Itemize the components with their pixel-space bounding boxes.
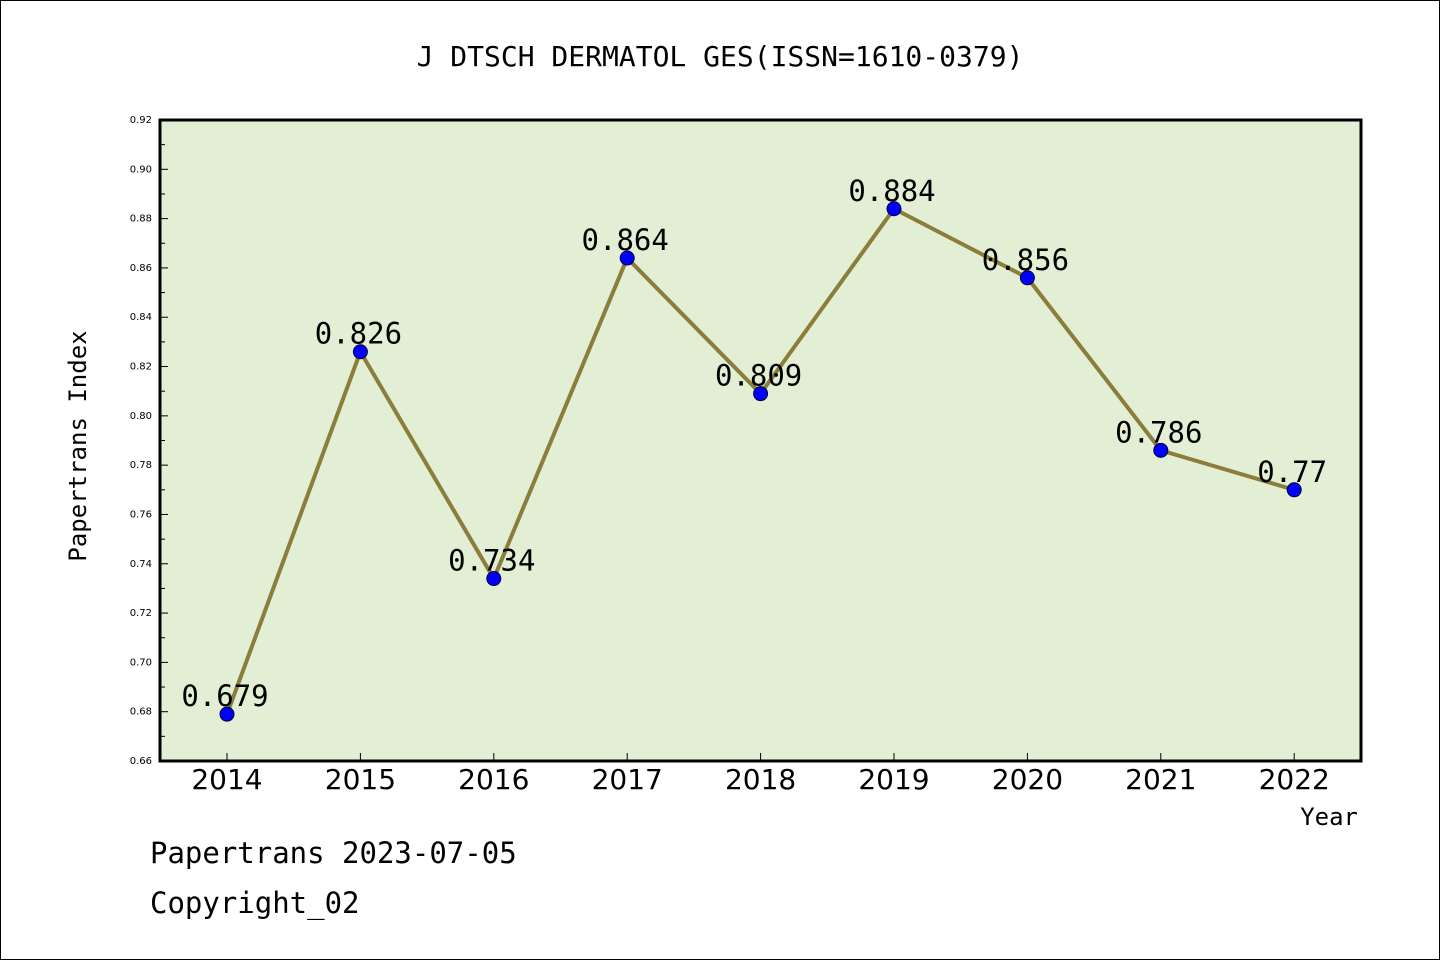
data-label: 0.809 — [715, 359, 802, 393]
data-label: 0.77 — [1257, 455, 1327, 489]
y-tick-label: 0.80 — [130, 411, 152, 422]
y-tick-label: 0.78 — [130, 460, 152, 471]
data-point — [886, 201, 902, 217]
chart-title: J DTSCH DERMATOL GES(ISSN=1610-0379) — [417, 40, 1024, 73]
data-label: 0.864 — [582, 223, 669, 257]
x-tick-label: 2021 — [1125, 763, 1196, 796]
y-tick-label: 0.92 — [130, 115, 152, 126]
y-tick-label: 0.82 — [130, 362, 152, 373]
x-tick-label: 2022 — [1259, 763, 1330, 796]
y-tick-label: 0.68 — [130, 707, 152, 718]
data-point — [352, 344, 368, 360]
x-tick-label: 2016 — [458, 763, 529, 796]
plot-area — [158, 118, 1363, 763]
y-tick-label: 0.88 — [130, 214, 152, 225]
data-label: 0.786 — [1115, 415, 1202, 449]
data-point — [753, 386, 769, 402]
data-label: 0.734 — [448, 544, 535, 578]
y-tick-label: 0.76 — [130, 509, 152, 520]
y-tick-label: 0.72 — [130, 608, 152, 619]
y-tick-label: 0.74 — [130, 559, 152, 570]
data-point — [1153, 442, 1169, 458]
x-tick-label: 2017 — [592, 763, 663, 796]
data-label: 0.884 — [848, 174, 935, 208]
data-label: 0.856 — [982, 243, 1069, 277]
data-point — [219, 706, 235, 722]
x-tick-label: 2014 — [191, 763, 262, 796]
y-tick-label: 0.84 — [130, 312, 152, 323]
y-tick-label: 0.70 — [130, 657, 152, 668]
x-tick-label: 2018 — [725, 763, 796, 796]
x-tick-label: 2020 — [992, 763, 1063, 796]
y-tick-label: 0.66 — [130, 756, 152, 767]
data-label: 0.826 — [315, 317, 402, 351]
y-axis-label: Papertrans Index — [64, 330, 92, 561]
y-tick-label: 0.90 — [130, 164, 152, 175]
data-point — [1286, 482, 1302, 498]
data-point — [619, 250, 635, 266]
x-tick-label: 2019 — [858, 763, 929, 796]
footer-copyright-text: Copyright_02 — [150, 886, 360, 920]
series-layer: 0.679 0.826 0.734 0.864 0.809 0.884 0.856 0.786… — [181, 174, 1327, 722]
x-axis-label: Year — [1300, 803, 1358, 831]
footer-date-text: Papertrans 2023-07-05 — [150, 836, 517, 870]
data-point — [486, 571, 502, 587]
x-axis-ticks: 2014 2015 2016 2017 2018 2019 2020 2021 2022 — [191, 753, 1330, 796]
data-point — [1019, 270, 1035, 286]
x-tick-label: 2015 — [325, 763, 396, 796]
y-tick-label: 0.86 — [130, 263, 152, 274]
y-axis-ticks: 0.66 0.68 0.70 0.72 0.74 0.76 0.78 0.80 0.82 0.84… — [130, 115, 168, 767]
data-label: 0.679 — [181, 679, 268, 713]
